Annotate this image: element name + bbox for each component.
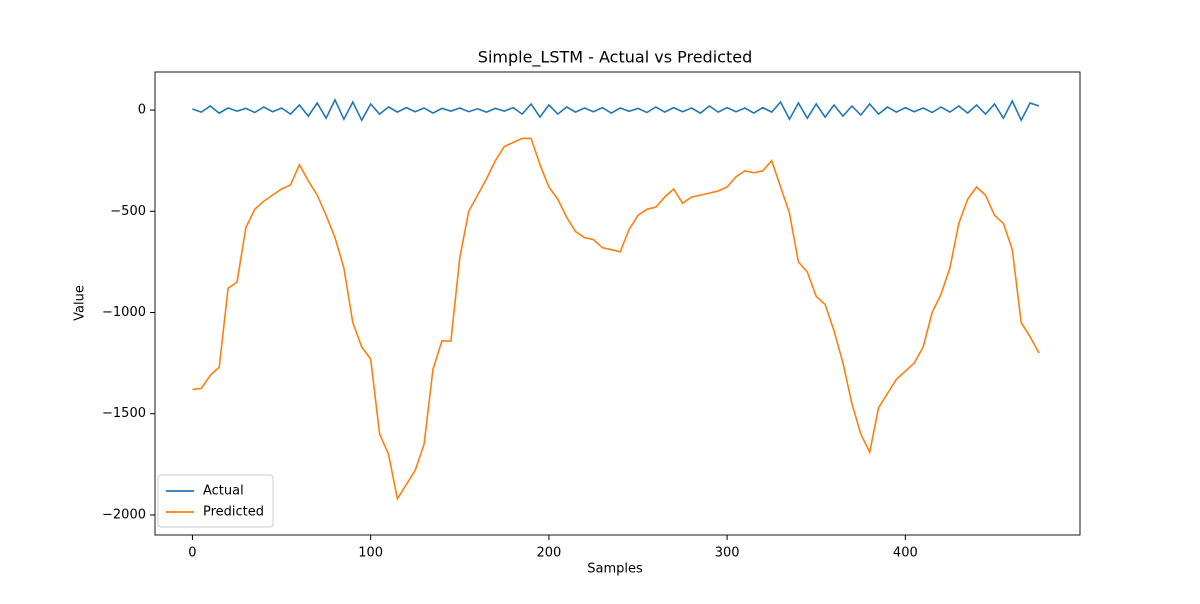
y-tick-label: −1500 bbox=[102, 406, 146, 421]
x-tick-label: 200 bbox=[536, 546, 561, 561]
plot-frame bbox=[154, 71, 1081, 536]
chart-title: Simple_LSTM - Actual vs Predicted bbox=[478, 48, 752, 68]
legend-label: Actual bbox=[203, 484, 244, 499]
x-tick-label: 300 bbox=[715, 546, 740, 561]
y-tick-label: −500 bbox=[110, 204, 146, 219]
data-line bbox=[192, 98, 1040, 123]
x-axis-label: Samples bbox=[587, 562, 643, 577]
x-tick-label: 0 bbox=[188, 546, 196, 561]
y-axis-label: Value bbox=[73, 285, 88, 321]
x-tick-label: 400 bbox=[893, 546, 918, 561]
y-tick-label: −2000 bbox=[102, 507, 146, 522]
legend-box bbox=[157, 474, 274, 528]
legend-label: Predicted bbox=[203, 505, 264, 520]
y-tick-label: 0 bbox=[138, 103, 146, 118]
data-line bbox=[192, 137, 1040, 501]
x-tick-label: 100 bbox=[358, 546, 383, 561]
y-tick-label: −1000 bbox=[102, 305, 146, 320]
